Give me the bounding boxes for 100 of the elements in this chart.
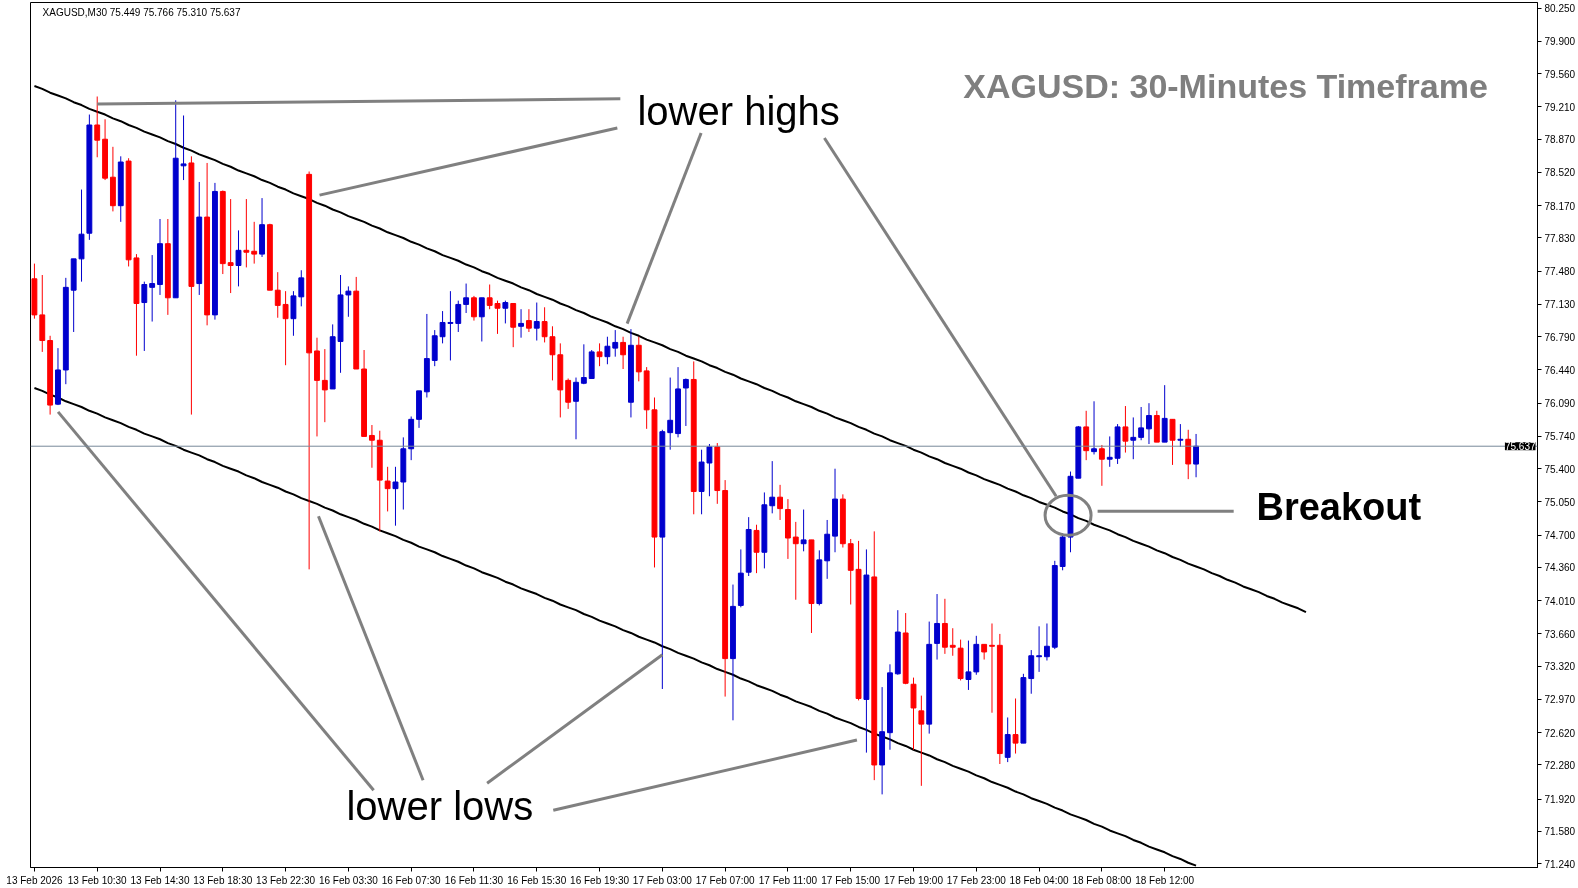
y-tick-label: 72.970 <box>1544 694 1576 706</box>
candlestick <box>518 308 524 339</box>
candlestick <box>243 198 250 268</box>
x-tick-label: 17 Feb 15:00 <box>821 874 881 886</box>
x-tick-label: 16 Feb 07:30 <box>381 874 442 886</box>
y-tick-label: 78.170 <box>1544 200 1576 212</box>
candlestick <box>1091 400 1097 455</box>
y-tick-label: 72.620 <box>1544 727 1576 739</box>
y-tick-label: 74.700 <box>1544 530 1576 542</box>
candlestick <box>1138 406 1145 441</box>
x-tick-label: 16 Feb 03:30 <box>318 874 379 886</box>
candlestick <box>612 329 619 358</box>
x-tick-label: 13 Feb 10:30 <box>67 874 128 886</box>
candlestick <box>149 254 156 323</box>
candlestick <box>1028 649 1035 695</box>
y-tick-label: 79.210 <box>1544 101 1576 113</box>
candlestick <box>604 336 611 365</box>
candlestick <box>769 460 776 514</box>
y-tick-label: 78.870 <box>1544 134 1576 146</box>
candlestick <box>463 283 470 314</box>
x-tick-label: 17 Feb 11:00 <box>758 874 818 886</box>
text: XAGUSD: 30-Minutes Timeframe <box>963 66 1488 105</box>
y-tick-label: 73.660 <box>1544 628 1576 640</box>
candlestick <box>384 466 391 512</box>
candlestick <box>753 524 760 574</box>
y-tick-label: 73.320 <box>1544 661 1576 673</box>
y-tick-label: 71.240 <box>1544 858 1576 870</box>
candlestick <box>989 622 995 714</box>
candlestick <box>1193 433 1199 478</box>
candlestick <box>1044 622 1050 662</box>
candlestick <box>1177 423 1184 448</box>
y-tick-label: 76.090 <box>1544 398 1576 410</box>
candlestick <box>282 290 289 366</box>
candlestick <box>392 466 399 527</box>
candlestick <box>369 424 375 469</box>
candlestick <box>541 306 548 343</box>
candlestick <box>321 348 328 423</box>
y-tick-label: 74.360 <box>1544 562 1576 574</box>
candlestick <box>1169 418 1176 466</box>
x-tick-label: 17 Feb 23:00 <box>946 874 1007 886</box>
candlestick <box>777 484 784 521</box>
candlestick <box>471 295 477 322</box>
y-tick-label: 72.280 <box>1544 759 1576 771</box>
y-tick-label: 79.900 <box>1544 36 1576 48</box>
candlestick <box>1161 384 1168 443</box>
candlestick <box>1098 444 1105 487</box>
candlestick <box>1036 625 1043 673</box>
candlestick <box>918 695 925 787</box>
y-tick-label: 76.790 <box>1544 331 1576 343</box>
candlestick <box>502 300 509 324</box>
y-tick-label: 77.480 <box>1544 266 1576 278</box>
candlestick <box>235 229 242 287</box>
candlestick <box>525 308 532 333</box>
candlestick <box>667 377 674 451</box>
candlestick <box>792 521 799 601</box>
candlestick <box>1012 697 1019 755</box>
candlestick <box>1130 416 1137 460</box>
candlestick <box>533 302 540 342</box>
candlestick <box>1083 410 1090 461</box>
x-tick-label: 17 Feb 03:00 <box>632 874 693 886</box>
candlestick <box>1146 402 1152 445</box>
x-tick-label: 13 Feb 2026 <box>6 874 63 886</box>
y-tick-label: 78.520 <box>1544 167 1576 179</box>
x-tick-label: 16 Feb 19:30 <box>570 874 630 886</box>
candlestick <box>345 285 352 318</box>
candlestick <box>910 677 917 751</box>
x-tick-label: 13 Feb 14:30 <box>130 874 190 886</box>
x-tick-label: 13 Feb 22:30 <box>256 874 316 886</box>
x-tick-label: 17 Feb 19:00 <box>884 874 944 886</box>
candlestick <box>251 221 258 265</box>
y-tick-label: 77.130 <box>1544 299 1576 311</box>
candlestick <box>682 378 689 427</box>
candlestick <box>941 598 948 655</box>
x-tick-label: 18 Feb 08:00 <box>1072 874 1132 886</box>
y-tick-label: 79.560 <box>1544 68 1576 80</box>
candlestick <box>981 643 988 661</box>
candlestick <box>573 377 579 440</box>
x-tick-label: 17 Feb 07:00 <box>695 874 756 886</box>
candlestick <box>580 343 587 385</box>
candlestick <box>1122 405 1129 454</box>
candlestick <box>965 640 972 691</box>
y-tick-label: 71.580 <box>1544 826 1576 838</box>
ref-line-label: 75.637 <box>1504 441 1536 453</box>
candlestick <box>565 378 572 410</box>
candlestick <box>800 509 807 552</box>
y-tick-label: 76.440 <box>1544 364 1576 376</box>
annotation: lower highs <box>637 88 840 133</box>
candlestick <box>94 96 101 158</box>
candlestick <box>274 271 281 319</box>
annotation: lower lows <box>346 784 534 829</box>
candlestick <box>478 297 485 342</box>
candlestick <box>510 302 517 348</box>
x-tick-label: 16 Feb 15:30 <box>507 874 567 886</box>
candlestick <box>934 593 940 661</box>
y-tick-label: 75.400 <box>1544 463 1576 475</box>
y-tick-label: 75.740 <box>1544 431 1576 443</box>
text: XAGUSD,M30 75.449 75.766 75.310 75.637 <box>42 7 241 19</box>
y-tick-label: 71.920 <box>1544 794 1576 806</box>
x-tick-label: 18 Feb 04:00 <box>1009 874 1069 886</box>
x-tick-label: 13 Feb 18:30 <box>193 874 253 886</box>
